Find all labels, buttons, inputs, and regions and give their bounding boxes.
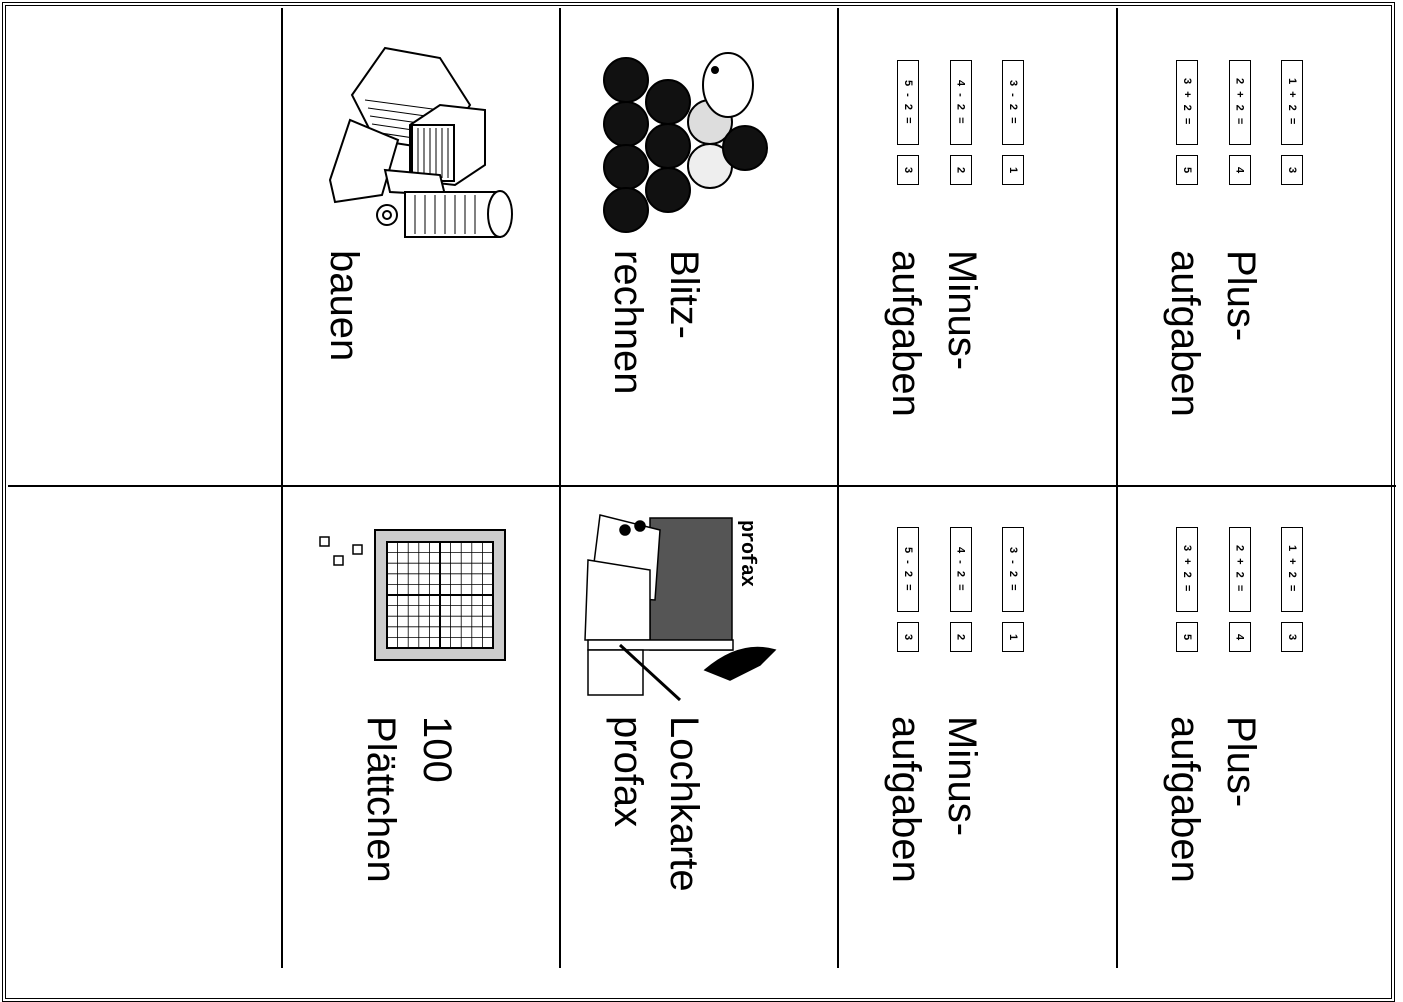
card-label: bauen [316,250,372,361]
label-line: rechnen [606,250,650,395]
equation-strip: 2 + 2 = 4 [1225,527,1255,662]
equation-task: 5 - 2 = [897,60,919,145]
equation-answer: 3 [1281,155,1303,185]
equation-strip: 3 - 2 = 1 [998,60,1028,195]
equation-strip: 4 - 2 = 2 [946,60,976,195]
label-line: bauen [322,250,366,362]
label-line: Blitz- [662,250,706,339]
equation-answer: 1 [1002,622,1024,652]
card: Plus-aufgaben 1 + 2 = 3 2 + 2 = 4 3 + 2 = 5 [1117,10,1395,486]
equation-cards: 3 - 2 = 1 4 - 2 = 2 5 - 2 = 3 [893,527,1028,662]
equation-task: 4 - 2 = [949,60,972,145]
picture-caption: profax [735,520,758,587]
card: 100 Plättchen [282,487,560,963]
building-blocks-picture [328,46,513,238]
illustrations [319,46,777,702]
column-divider [837,8,839,968]
counting-balls-picture [603,52,768,233]
equation-cards: 1 + 2 = 3 2 + 2 = 4 3 + 2 = 5 [1172,60,1307,195]
card-label: Plus-aufgaben [1157,250,1269,417]
equation-answer: 5 [1176,622,1198,652]
equation-strip: 1 + 2 = 3 [1277,60,1307,195]
equation-task: 3 - 2 = [1002,60,1024,145]
card-label: Minus-aufgaben [878,250,990,417]
label-line: Plättchen [359,716,403,883]
equation-answer: 3 [897,622,919,652]
equation-answer: 3 [1281,622,1303,652]
card: Minus-aufgaben 3 - 2 = 1 4 - 2 = 2 5 - 2 = 3 [838,487,1116,963]
equation-answer: 2 [949,622,972,652]
label-line: 100 [415,716,459,783]
equation-strip: 4 - 2 = 2 [946,527,976,662]
equation-task: 3 - 2 = [1002,527,1024,612]
equation-answer: 1 [1002,155,1024,185]
card-label: Lochkarte profax [600,716,712,892]
label-line: Plus- [1219,716,1263,808]
equation-strip: 2 + 2 = 4 [1225,60,1255,195]
punch-card-picture [584,514,777,702]
equation-answer: 3 [897,155,919,185]
column-divider [1116,8,1118,968]
card-label: Plus-aufgaben [1157,716,1269,883]
card: bauen [282,10,560,486]
equation-task: 5 - 2 = [897,527,919,612]
row-divider [8,485,1396,487]
label-line: Minus- [940,716,984,837]
equation-task: 1 + 2 = [1281,527,1303,612]
equation-answer: 4 [1228,622,1251,652]
equation-strip: 3 - 2 = 1 [998,527,1028,662]
label-line: aufgaben [884,250,928,417]
card: Minus-aufgaben 3 - 2 = 1 4 - 2 = 2 5 - 2 = 3 [838,10,1116,486]
equation-task: 3 + 2 = [1176,60,1198,145]
card-label: 100 Plättchen [353,716,465,883]
card-label: Blitz-rechnen [600,250,712,395]
equation-strip: 1 + 2 = 3 [1277,527,1307,662]
equation-answer: 4 [1228,155,1251,185]
card: Plus-aufgaben 1 + 2 = 3 2 + 2 = 4 3 + 2 = 5 [1117,487,1395,963]
equation-strip: 3 + 2 = 5 [1172,60,1202,195]
card: Blitz-rechnen [560,10,838,486]
label-line: aufgaben [1163,716,1207,883]
equation-task: 4 - 2 = [949,527,972,612]
equation-answer: 5 [1176,155,1198,185]
card: Lochkarte profax [560,487,838,963]
label-line: aufgaben [1163,250,1207,417]
label-line: aufgaben [884,716,928,883]
equation-task: 2 + 2 = [1228,527,1251,612]
equation-cards: 3 - 2 = 1 4 - 2 = 2 5 - 2 = 3 [893,60,1028,195]
equation-strip: 5 - 2 = 3 [893,527,923,662]
equation-strip: 3 + 2 = 5 [1172,527,1202,662]
equation-cards: 1 + 2 = 3 2 + 2 = 4 3 + 2 = 5 [1172,527,1307,662]
equation-answer: 2 [949,155,972,185]
tiles-picture [319,529,506,661]
card-label: Minus-aufgaben [878,716,990,883]
equation-task: 3 + 2 = [1176,527,1198,612]
column-divider [559,8,561,968]
label-line: profax [606,716,650,828]
equation-strip: 5 - 2 = 3 [893,60,923,195]
label-line: Lochkarte [662,716,706,892]
label-line: Plus- [1219,250,1263,342]
column-divider [281,8,283,968]
label-line: Minus- [940,250,984,371]
equation-task: 2 + 2 = [1228,60,1251,145]
equation-task: 1 + 2 = [1281,60,1303,145]
